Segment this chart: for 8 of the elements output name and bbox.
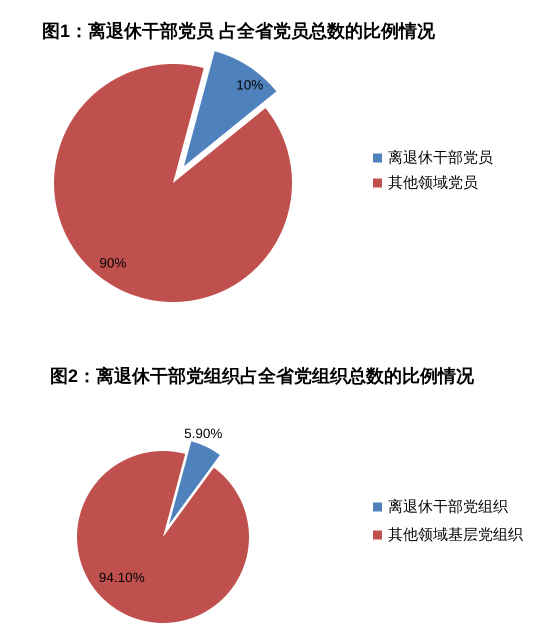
legend-label: 其他领域党员 bbox=[388, 174, 478, 192]
legend-label: 其他领域基层党组织 bbox=[388, 526, 523, 544]
legend: 离退休干部党组织 其他领域基层党组织 bbox=[373, 498, 523, 544]
chart-title: 图1：离退休干部党员 占全省党员总数的比例情况 bbox=[42, 21, 436, 41]
legend-label: 离退休干部党组织 bbox=[388, 498, 508, 516]
legend-label: 离退休干部党员 bbox=[388, 150, 493, 166]
legend: 离退休干部党员 其他领域党员 bbox=[373, 150, 493, 192]
chart-title: 图2：离退休干部党组织占全省党组织总数的比例情况 bbox=[50, 366, 476, 386]
